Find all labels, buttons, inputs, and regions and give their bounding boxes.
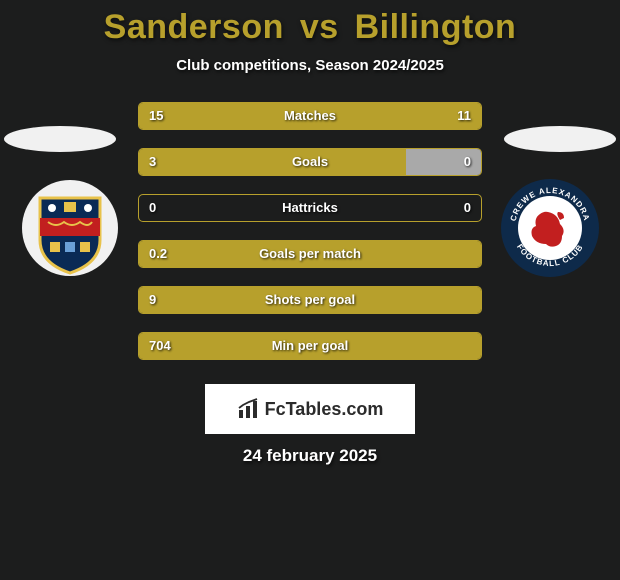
stat-value-right: 0 — [464, 149, 471, 175]
stat-row: 0.2Goals per match — [138, 240, 482, 268]
club-crest-right: CREWE ALEXANDRA FOOTBALL CLUB — [500, 178, 600, 278]
vs-label: vs — [300, 8, 339, 46]
content-root: Sanderson vs Billington Club competition… — [0, 0, 620, 580]
stat-value-right: 11 — [457, 103, 471, 129]
stat-row: 0Hattricks0 — [138, 194, 482, 222]
stat-label: Min per goal — [139, 333, 481, 359]
date-label: 24 february 2025 — [243, 446, 377, 466]
page-title: Sanderson vs Billington — [104, 8, 517, 47]
stat-value-right: 0 — [464, 195, 471, 221]
bars-icon — [237, 397, 261, 421]
stat-row: 9Shots per goal — [138, 286, 482, 314]
fctables-label: FcTables.com — [265, 399, 384, 420]
stat-row: 15Matches11 — [138, 102, 482, 130]
stat-label: Goals per match — [139, 241, 481, 267]
stats-rows: 15Matches113Goals00Hattricks00.2Goals pe… — [138, 102, 482, 378]
player2-name: Billington — [355, 8, 517, 46]
stat-label: Shots per goal — [139, 287, 481, 313]
stat-row: 704Min per goal — [138, 332, 482, 360]
club-crest-left — [20, 178, 120, 278]
player1-name: Sanderson — [104, 8, 284, 46]
ellipse-left — [4, 126, 116, 152]
stat-label: Hattricks — [139, 195, 481, 221]
subtitle: Club competitions, Season 2024/2025 — [176, 57, 444, 74]
ellipse-right — [504, 126, 616, 152]
fctables-badge: FcTables.com — [205, 384, 415, 434]
stat-label: Goals — [139, 149, 481, 175]
stat-row: 3Goals0 — [138, 148, 482, 176]
stat-label: Matches — [139, 103, 481, 129]
